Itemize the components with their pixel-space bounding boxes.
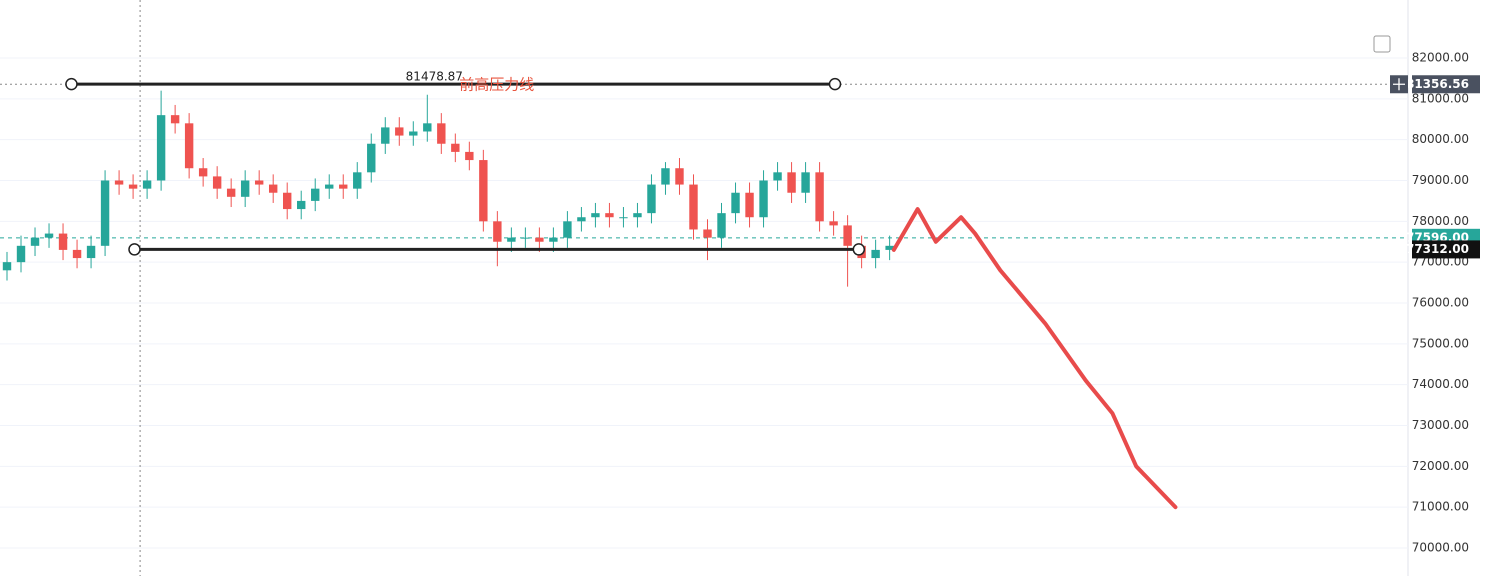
candle-body (563, 221, 572, 238)
candle-body (2, 262, 12, 271)
candle-body (72, 249, 82, 259)
candle-body (86, 245, 96, 259)
candle-body (198, 168, 208, 177)
candle-body (381, 127, 390, 144)
candle-body (142, 180, 152, 189)
projection-line (891, 207, 1178, 510)
candle-body (689, 184, 698, 230)
candle-body (759, 180, 768, 218)
candle-body (437, 123, 446, 144)
candle-body (745, 192, 754, 218)
y-tick-label: 73000.00 (1412, 418, 1469, 432)
candle-body (226, 188, 236, 197)
candle-body (395, 127, 404, 136)
y-tick-label: 76000.00 (1412, 295, 1469, 309)
candle-body (787, 172, 796, 193)
candle-body (100, 180, 110, 246)
candle-body (423, 123, 432, 132)
candle-body (128, 184, 138, 189)
candle-body (325, 184, 334, 189)
candle-body (114, 180, 124, 185)
resistance-line-handle (65, 77, 78, 91)
candle-body (521, 237, 530, 239)
support-price-tag-box (1412, 240, 1480, 259)
candle-body (493, 221, 502, 242)
candle-body (30, 237, 40, 246)
candle-body (367, 143, 376, 173)
candle-body (591, 213, 600, 218)
candle-body (58, 233, 68, 250)
support-line-handle (128, 243, 141, 256)
candle-body (843, 225, 852, 246)
candle-body (451, 143, 460, 152)
candle-body (633, 213, 642, 218)
candle-body (268, 184, 278, 193)
candle-body (170, 115, 180, 124)
candle-body (283, 192, 292, 210)
y-tick-label: 74000.00 (1412, 377, 1469, 391)
candle-body (353, 172, 362, 189)
candle-body (339, 184, 348, 189)
candle-body (717, 213, 726, 238)
candle-body (254, 180, 264, 185)
candle-body (801, 172, 810, 193)
candle-body (16, 245, 26, 263)
candle-body (184, 123, 194, 169)
candle-body (773, 172, 782, 181)
candle-body (507, 237, 516, 242)
y-tick-label: 82000.00 (1412, 50, 1469, 64)
candle-body (156, 115, 166, 181)
candle-body (815, 172, 824, 222)
support-line-handle (852, 243, 866, 256)
y-tick-label: 71000.00 (1412, 500, 1469, 514)
candle-body (871, 249, 880, 259)
candle-body (619, 217, 628, 219)
y-tick-label: 75000.00 (1412, 336, 1469, 350)
annotation: 前高压力线 (459, 76, 534, 94)
candle-body (605, 213, 614, 218)
candle-body (647, 184, 656, 214)
candle-body (829, 221, 838, 226)
candle-body (675, 168, 684, 185)
candle-body (885, 245, 894, 250)
high-label: 81478.87 (406, 70, 463, 84)
candle-body (44, 233, 54, 238)
resistance-line-handle (828, 77, 842, 91)
crosshair-price-tag: 81356.56 (1406, 77, 1469, 91)
candle-body (549, 237, 558, 242)
y-tick-label: 70000.00 (1412, 540, 1469, 554)
candle-body (297, 200, 306, 210)
crosshair-price-tag-box (1412, 75, 1480, 94)
candle-body (212, 176, 222, 189)
y-tick-label: 79000.00 (1412, 173, 1469, 187)
y-tick-label: 72000.00 (1412, 459, 1469, 473)
candle-body (703, 229, 712, 238)
candle-body (240, 180, 250, 197)
candle-body (731, 192, 740, 214)
y-tick-label: 81000.00 (1412, 91, 1469, 105)
candle-body (577, 217, 586, 222)
candle-body (311, 188, 320, 201)
candle-body (465, 151, 474, 161)
candle-body (479, 160, 488, 222)
add-alert-icon (1393, 78, 1405, 91)
support-price-tag: 77312.00 (1406, 242, 1469, 256)
candle-body (535, 237, 544, 242)
y-tick-label: 78000.00 (1412, 214, 1469, 228)
y-tick-label: 80000.00 (1412, 132, 1469, 146)
candle-body (409, 131, 418, 136)
fullscreen-button[interactable] (1373, 35, 1391, 53)
candle-body (661, 168, 670, 185)
